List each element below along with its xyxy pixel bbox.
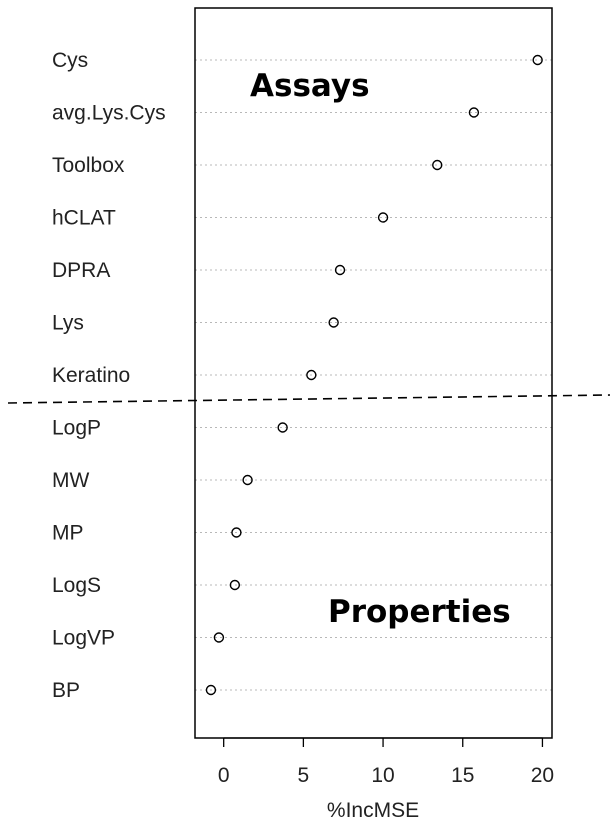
category-label: avg.Lys.Cys	[52, 102, 166, 125]
data-point	[242, 474, 253, 486]
x-axis-title: %IncMSE	[327, 799, 419, 822]
x-tick-label: 15	[451, 764, 474, 787]
data-point	[468, 107, 480, 118]
data-point	[328, 317, 339, 328]
annotation-assays: Assays	[250, 68, 370, 104]
data-point	[306, 369, 317, 381]
data-point	[532, 54, 543, 66]
data-point	[205, 684, 217, 696]
data-point	[377, 212, 389, 223]
category-label: LogS	[52, 574, 101, 597]
x-tick-label: 20	[531, 764, 554, 787]
category-label: LogVP	[52, 627, 115, 650]
data-point	[432, 159, 443, 171]
data-point	[213, 632, 225, 643]
category-label: hCLAT	[52, 207, 116, 230]
data-point	[229, 579, 241, 591]
category-label: Keratino	[52, 364, 130, 387]
data-point	[277, 422, 288, 433]
data-point	[334, 264, 346, 276]
category-label: DPRA	[52, 259, 110, 282]
annotation-properties: Properties	[328, 594, 511, 630]
x-tick-label: 5	[298, 764, 310, 787]
data-point	[231, 527, 242, 538]
points	[205, 54, 543, 696]
category-label: Lys	[52, 312, 84, 335]
category-label: BP	[52, 679, 80, 702]
x-axis: 0 5 10 15 20	[218, 737, 554, 787]
category-label: LogP	[52, 417, 101, 440]
group-separator	[7, 394, 611, 404]
category-labels: Cys avg.Lys.Cys Toolbox hCLAT DPRA Lys Keratin…	[52, 49, 166, 702]
category-label: MP	[52, 522, 84, 545]
category-label: MW	[52, 469, 89, 492]
x-tick-label: 10	[371, 764, 394, 787]
x-tick-label: 0	[218, 764, 230, 787]
category-label: Toolbox	[52, 154, 125, 177]
category-label: Cys	[52, 49, 88, 72]
